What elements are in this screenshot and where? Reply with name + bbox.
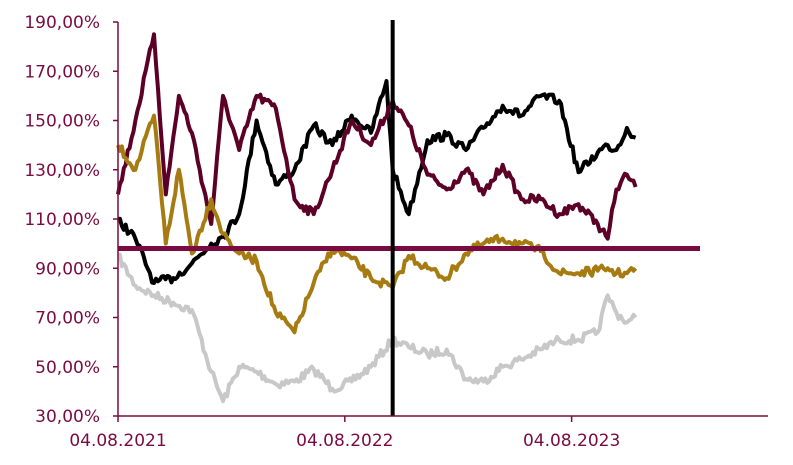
y-tick-label: 90,00% (35, 259, 100, 279)
y-tick-label: 30,00% (35, 407, 100, 427)
series-lines (116, 32, 638, 404)
series-line-4 (116, 113, 638, 335)
series-line-1 (116, 252, 638, 404)
x-tick-label: 04.08.2022 (296, 431, 393, 451)
x-tick-label: 04.08.2023 (523, 431, 620, 451)
y-tick-label: 70,00% (35, 309, 100, 329)
y-tick-label: 190,00% (24, 13, 100, 33)
y-tick-label: 150,00% (24, 112, 100, 132)
y-tick-label: 170,00% (24, 62, 100, 82)
x-tick-label: 04.08.2021 (69, 431, 166, 451)
y-tick-label: 50,00% (35, 358, 100, 378)
y-tick-label: 130,00% (24, 161, 100, 181)
x-axis-ticks: 04.08.2021 04.08.2022 04.08.2023 (69, 416, 620, 451)
series-line-3 (116, 32, 638, 241)
y-axis-ticks: 30,00% 50,00% 70,00% 90,00% 110,00% 130,00% 15… (24, 13, 118, 427)
series-line-2 (117, 79, 637, 285)
y-tick-label: 110,00% (24, 210, 100, 230)
